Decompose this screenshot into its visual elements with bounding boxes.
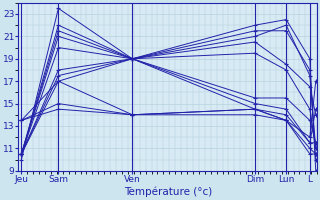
X-axis label: Température (°c): Température (°c) [124, 187, 212, 197]
